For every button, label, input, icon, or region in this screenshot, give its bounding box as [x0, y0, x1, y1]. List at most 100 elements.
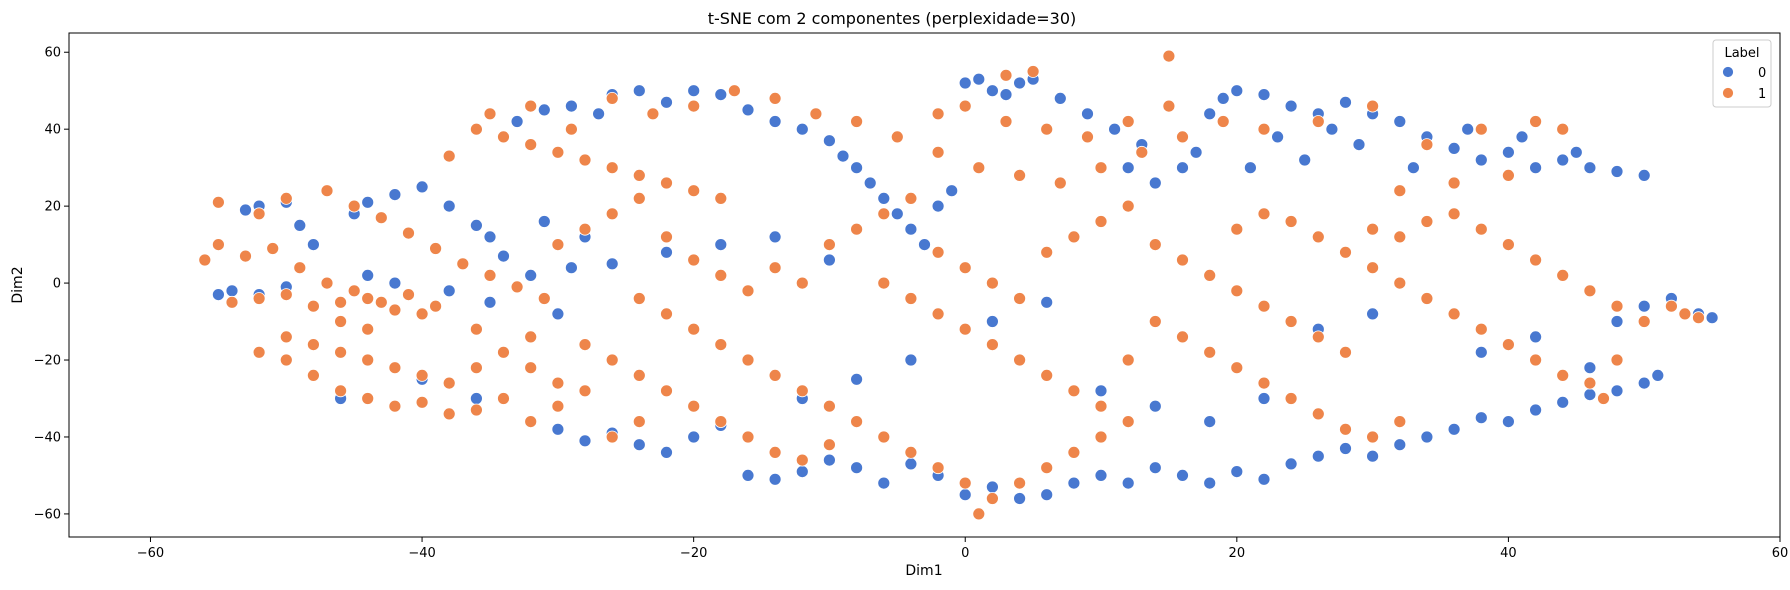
scatter-point-label-1-108: [795, 453, 809, 467]
scatter-point-label-1-27: [483, 268, 497, 282]
scatter-point-label-1-212: [578, 384, 592, 398]
scatter-point-label-1-159: [1393, 415, 1407, 429]
scatter-point-label-1-93: [714, 338, 728, 352]
scatter-point-label-0-133: [986, 315, 999, 328]
scatter-point-label-1-187: [1678, 307, 1692, 321]
scatter-point-label-1-196: [1556, 122, 1570, 136]
scatter-point-label-1-0: [198, 253, 212, 267]
scatter-point-label-1-123: [958, 322, 972, 336]
scatter-point-label-0-153: [483, 295, 497, 309]
scatter-point-label-1-48: [497, 345, 510, 359]
scatter-point-label-1-102: [632, 368, 646, 382]
scatter-point-label-0-157: [714, 238, 728, 252]
scatter-point-label-1-10: [225, 295, 239, 309]
scatter-point-label-1-186: [1665, 299, 1678, 313]
plot-frame: [68, 32, 1781, 538]
y-tick-label-0: −60: [34, 507, 61, 522]
scatter-point-label-1-202: [605, 207, 619, 221]
scatter-point-label-0-64: [1339, 95, 1352, 109]
scatter-point-label-1-157: [1339, 422, 1352, 436]
scatter-point-label-0-97: [1067, 476, 1081, 490]
scatter-point-label-0-18: [537, 215, 551, 228]
scatter-point-label-1-73: [972, 161, 986, 175]
scatter-point-label-1-62: [524, 99, 538, 113]
scatter-point-label-0-72: [1556, 153, 1570, 167]
scatter-point-label-0-14: [469, 218, 483, 232]
y-tick-label-2: −20: [34, 354, 61, 369]
scatter-point-label-0-73: [1583, 161, 1597, 175]
scatter-point-label-1-198: [1447, 176, 1461, 190]
scatter-point-label-1-65: [646, 107, 660, 121]
scatter-point-label-1-129: [1121, 353, 1135, 367]
scatter-point-label-0-11: [388, 188, 402, 202]
scatter-point-label-0-149: [1705, 311, 1719, 325]
scatter-point-label-0-125: [687, 430, 701, 444]
scatter-point-label-1-174: [1474, 222, 1488, 236]
scatter-point-label-0-23: [537, 103, 551, 117]
scatter-point-label-0-89: [850, 461, 863, 475]
scatter-point-label-1-97: [823, 399, 836, 413]
scatter-point-label-1-77: [1135, 145, 1149, 159]
scatter-point-label-1-42: [334, 345, 348, 359]
scatter-point-label-1-177: [1556, 268, 1570, 282]
scatter-point-label-0-104: [1257, 472, 1271, 486]
scatter-point-label-1-155: [1284, 392, 1298, 405]
scatter-point-label-1-13: [306, 299, 320, 313]
scatter-point-label-0-106: [1311, 449, 1325, 463]
y-axis-ticks: −60 −40 −20 0 20 40 60: [34, 46, 69, 522]
scatter-point-label-0-16: [497, 249, 510, 263]
scatter-point-label-0-111: [1447, 422, 1461, 436]
scatter-point-label-1-121: [904, 292, 918, 305]
scatter-point-label-1-95: [768, 368, 782, 382]
scatter-point-label-0-10: [361, 195, 375, 209]
scatter-point-label-0-100: [1148, 461, 1162, 475]
scatter-point-label-0-46: [986, 84, 999, 98]
x-tick-label-3: 0: [961, 546, 969, 561]
scatter-point-label-0-62: [1284, 99, 1298, 113]
scatter-point-label-0-90: [877, 476, 891, 490]
scatter-point-label-1-145: [1230, 284, 1244, 298]
scatter-point-label-0-52: [1108, 122, 1121, 136]
scatter-point-label-1-171: [1393, 230, 1407, 244]
scatter-point-label-0-39: [890, 207, 904, 221]
scatter-point-label-1-18: [211, 195, 225, 209]
x-tick-label-1: −40: [408, 546, 435, 561]
scatter-point-label-1-61: [483, 107, 497, 121]
legend-label-0: 0: [1758, 66, 1766, 81]
scatter-point-label-0-95: [1013, 492, 1026, 505]
scatter-point-label-1-119: [1121, 415, 1135, 429]
scatter-point-label-1-148: [1311, 330, 1325, 344]
scatter-point-label-1-43: [361, 353, 375, 367]
scatter-point-label-1-203: [632, 191, 646, 205]
scatter-point-label-1-191: [1311, 115, 1325, 128]
scatter-point-label-1-32: [306, 368, 320, 382]
scatter-point-label-0-151: [388, 276, 402, 290]
scatter-point-label-1-24: [402, 226, 415, 240]
scatter-point-label-1-149: [1339, 345, 1352, 359]
scatter-point-label-0-54: [1121, 161, 1135, 175]
scatter-point-label-1-36: [415, 395, 429, 409]
y-tick-label-6: 60: [44, 46, 61, 61]
scatter-point-label-1-197: [1502, 168, 1515, 182]
scatter-point-label-1-52: [524, 138, 538, 152]
scatter-point-label-0-36: [850, 161, 863, 175]
scatter-point-label-1-12: [279, 288, 293, 302]
scatter-point-label-0-41: [918, 238, 931, 252]
scatter-point-label-0-155: [605, 257, 619, 271]
scatter-point-label-0-150: [361, 268, 375, 282]
scatter-point-label-1-217: [551, 376, 565, 390]
scatter-point-label-1-124: [986, 338, 999, 352]
scatter-point-label-0-51: [1081, 107, 1094, 121]
scatter-point-label-1-109: [823, 438, 836, 452]
x-tick-label-2: −20: [680, 546, 707, 561]
scatter-point-label-0-144: [1583, 361, 1597, 375]
scatter-point-label-1-80: [931, 107, 945, 121]
scatter-point-label-1-116: [1040, 461, 1054, 475]
scatter-point-label-0-37: [863, 176, 877, 190]
scatter-point-label-0-102: [1203, 476, 1217, 490]
scatter-point-label-0-145: [1610, 315, 1624, 328]
scatter-point-label-0-85: [741, 468, 755, 482]
scatter-point-label-0-86: [768, 472, 782, 486]
scatter-point-label-1-184: [1610, 353, 1624, 367]
